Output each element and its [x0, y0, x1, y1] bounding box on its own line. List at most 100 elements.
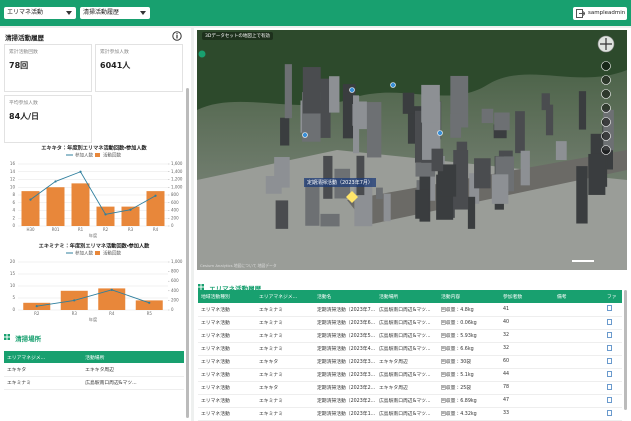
y2-tick-label: 1,000 [171, 184, 183, 189]
table-cell: 41 [500, 303, 554, 316]
table-cell: 定期清掃活動（2023年3... [314, 368, 376, 381]
column-header: 活動名 [314, 290, 376, 303]
table-cell [554, 316, 604, 329]
legend-swatch [95, 251, 100, 255]
table-row: エリマネ活動エキミナミ定期清掃活動（2023年3...広島駅南口周辺&マツ...… [198, 368, 622, 381]
legend-label: 参加人数 [75, 250, 93, 257]
table-cell: 広島駅南口周辺&マツ... [376, 329, 438, 342]
y2-tick-label: 400 [171, 288, 179, 293]
table-cell: エリマネ活動 [198, 394, 256, 407]
table-cell [554, 329, 604, 342]
map-building [450, 114, 461, 138]
card-label: 平均参加人数 [9, 99, 38, 106]
table-cell: 32 [500, 329, 554, 342]
chart: エキミナミ：年度別エリマネ活動回数・参加人数参加人数活動回数0510152002… [2, 242, 186, 324]
file-link [607, 348, 612, 353]
summary-card: 累計活動回数78回 [4, 44, 92, 92]
file-link [607, 322, 612, 327]
map-tool-button[interactable] [602, 104, 611, 113]
line-point [73, 299, 75, 301]
table-cell [604, 329, 622, 342]
table-cell: 回収量：5.1kg [438, 368, 500, 381]
map-building [474, 158, 491, 188]
file-icon [607, 345, 612, 351]
line-point [148, 302, 150, 304]
line-point [129, 209, 131, 211]
map-marker-label[interactable]: 定期清掃活動（2023年7月） [304, 178, 376, 187]
column-header: 活動内容 [438, 290, 500, 303]
map-tool-button[interactable] [602, 118, 611, 127]
table-cell [604, 407, 622, 420]
table-cell: 広島駅南口周辺&マツ... [376, 407, 438, 420]
map-building [376, 188, 383, 199]
table-row: エリマネ活動エキキタ定期清掃活動（2023年3...エキキタ周辺回収量：30袋6… [198, 355, 622, 368]
table-cell: エキミナミ [256, 342, 314, 355]
bar [72, 183, 90, 226]
table-cell: 定期清掃活動（2023年6... [314, 316, 376, 329]
map-building [432, 149, 444, 172]
map-building [356, 156, 364, 195]
file-link [607, 400, 612, 405]
map-building [468, 197, 475, 229]
map-view[interactable] [197, 30, 627, 270]
scrollbar[interactable] [186, 88, 189, 418]
y-tick-label: 20 [10, 259, 16, 264]
table-cell: エリマネ活動 [198, 355, 256, 368]
y-tick-label: 0 [12, 307, 15, 312]
table-cell: エリマネ活動 [198, 381, 256, 394]
file-icon [607, 358, 612, 364]
column-header: 地域活動種別 [198, 290, 256, 303]
map-building [603, 110, 614, 150]
map-building [320, 214, 339, 227]
card-value: 6041人 [100, 60, 130, 71]
y-tick-label: 8 [12, 192, 15, 197]
map-tool-button[interactable] [602, 76, 611, 85]
table-cell: エキキタ周辺 [376, 381, 438, 394]
chart: エキキタ：年度別エリマネ活動回数・参加人数参加人数活動回数02468101214… [2, 144, 186, 240]
view-select[interactable]: 清掃活動履歴 [80, 7, 150, 19]
column-header: 活動場所 [376, 290, 438, 303]
y2-tick-label: 1,000 [171, 259, 183, 264]
bar [97, 207, 115, 226]
table-cell: エキキタ周辺 [82, 363, 184, 376]
table-cell: エリマネ活動 [198, 303, 256, 316]
table-cell: 定期清掃活動（2023年3... [314, 355, 376, 368]
map-tool-button[interactable] [602, 132, 611, 141]
line-point [154, 195, 156, 197]
line-point [79, 171, 81, 173]
map-tool-button[interactable] [602, 146, 611, 155]
info-icon[interactable] [172, 31, 182, 41]
map-building [280, 118, 289, 146]
table-row: エリマネ活動エキミナミ定期清掃活動（2023年4...広島駅南口周辺&マツ...… [198, 342, 622, 355]
y2-tick-label: 0 [171, 307, 174, 312]
map-pin [303, 133, 308, 138]
scrollbar[interactable] [624, 290, 627, 410]
page: エリマネ活動 清掃活動履歴 sampleadmin 清掃活動履歴 累計活動回数7… [0, 0, 631, 421]
x-tick-label: R5 [147, 311, 153, 316]
map-building [415, 190, 429, 219]
file-icon [607, 371, 612, 377]
table-cell [604, 368, 622, 381]
map-building [356, 101, 366, 129]
table-cell: 33 [500, 407, 554, 420]
file-link [607, 335, 612, 340]
table-row: エリマネ活動エキミナミ定期清掃活動（2023年2...広島駅南口周辺&マツ...… [198, 394, 622, 407]
table-cell: 47 [500, 394, 554, 407]
history-table: 地域活動種別エリアマネジメ...活動名活動場所活動内容参加者数備考ファエリマネ活… [198, 290, 622, 421]
file-icon [607, 384, 612, 390]
x-tick-label: R3 [128, 227, 134, 232]
area-select[interactable]: エリマネ活動 [4, 7, 76, 19]
table-cell: 広島駅南口周辺&マツ... [376, 342, 438, 355]
y2-tick-label: 200 [171, 297, 179, 302]
table-row: エリマネ活動エキミナミ定期清掃活動（2023年1...広島駅南口周辺&マツ...… [198, 407, 622, 420]
table-row: エリマネ活動エキミナミ定期清掃活動（2023年6...広島駅南口周辺&マツ...… [198, 316, 622, 329]
table-cell: エリマネ活動 [198, 342, 256, 355]
map-tool-button[interactable] [602, 90, 611, 99]
map-building [285, 64, 292, 118]
map-tool-button[interactable] [602, 62, 611, 71]
table-cell: 回収量：5.93kg [438, 329, 500, 342]
table-row: エキミナミ広島駅南口周辺&マツ... [4, 376, 184, 389]
map-scale [572, 260, 594, 262]
table-cell: エキキタ [4, 363, 82, 376]
